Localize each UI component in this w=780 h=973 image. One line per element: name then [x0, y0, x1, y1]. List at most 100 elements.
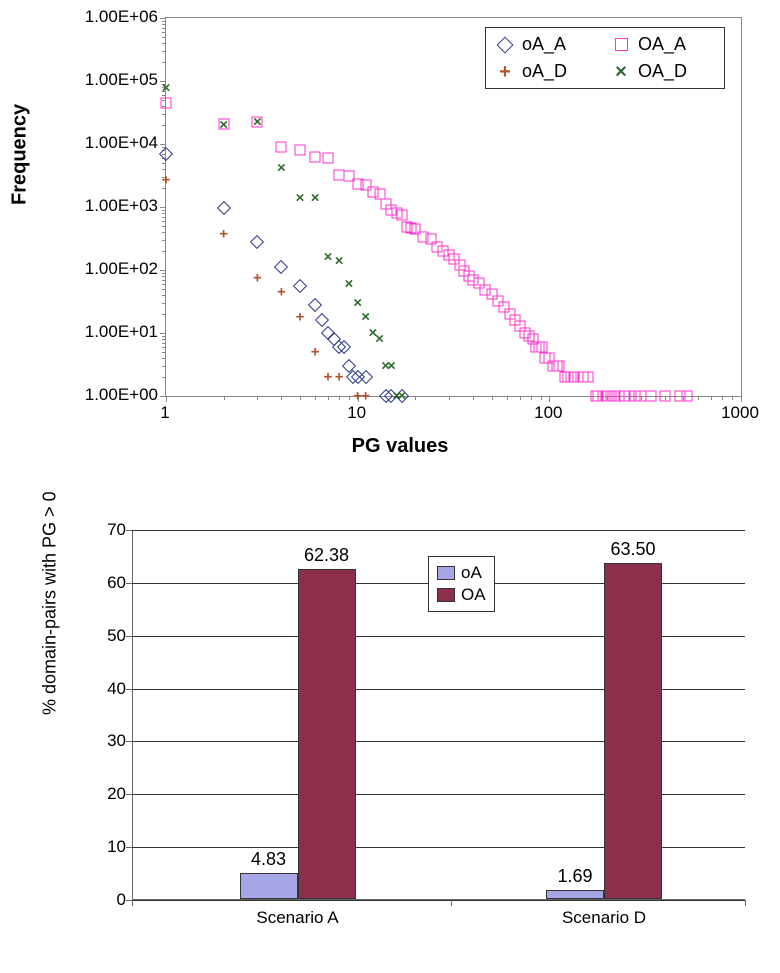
scatter-y-tick-label: 1.00E+01: [85, 322, 158, 342]
scatter-point: +: [311, 344, 320, 359]
legend-label: OA_A: [638, 34, 686, 55]
scatter-point: [548, 360, 559, 371]
scatter-point: [553, 360, 564, 371]
scatter-legend: oA_A OA_A + oA_D × OA_D: [485, 27, 725, 89]
scatter-point: [322, 152, 333, 163]
scatter-point: [310, 152, 321, 163]
scatter-point: [379, 389, 393, 403]
scatter-y-tick-label: 1.00E+06: [85, 7, 158, 27]
scatter-x-tick-label: 100: [534, 403, 562, 423]
scatter-point: [274, 260, 288, 274]
scatter-point: ×: [253, 115, 262, 130]
scatter-point: +: [219, 227, 228, 242]
scatter-point: [562, 372, 573, 383]
legend-label: OA_D: [638, 61, 687, 82]
bar-y-axis-line: [132, 530, 133, 900]
scatter-point: [444, 250, 455, 261]
bar-x-tick-label: Scenario D: [562, 908, 646, 928]
scatter-point: ×: [397, 389, 406, 404]
scatter-point: [646, 391, 657, 402]
scatter-point: ×: [335, 253, 344, 268]
scatter-point: [438, 246, 449, 257]
legend-label: oA: [461, 563, 482, 583]
scatter-point: [559, 372, 570, 383]
scatter-chart: Frequency ++++++++++××××××××××××××××× PG…: [40, 5, 760, 475]
scatter-point: [454, 260, 465, 271]
scatter-point: [479, 285, 490, 296]
scatter-point: [449, 253, 460, 264]
scatter-point: [410, 224, 421, 235]
scatter-point: [540, 353, 551, 364]
scatter-point: [459, 266, 470, 277]
scatter-point: [396, 209, 407, 220]
scatter-point: [294, 145, 305, 156]
scatter-point: [593, 391, 604, 402]
scatter-y-axis-title: Frequency: [9, 104, 32, 205]
legend-entry: + oA_D: [494, 61, 600, 82]
scatter-point: [569, 372, 580, 383]
bar-y-tick-label: 0: [117, 890, 126, 910]
bar: [240, 873, 298, 899]
scatter-point: ×: [277, 160, 286, 175]
scatter-point: [523, 330, 534, 341]
scatter-point: [337, 340, 351, 354]
scatter-point: [418, 231, 429, 242]
scatter-point: [463, 271, 474, 282]
scatter-point: [276, 141, 287, 152]
scatter-point: [321, 326, 335, 340]
scatter-point: ×: [387, 358, 396, 373]
scatter-point: [293, 279, 307, 293]
scatter-point: [504, 309, 515, 320]
scatter-point: [509, 315, 520, 326]
bar: [604, 563, 662, 899]
scatter-point: [332, 340, 346, 354]
scatter-point: [367, 187, 378, 198]
scatter-point: ×: [219, 118, 228, 133]
scatter-point: [544, 353, 555, 364]
scatter-x-tick-label: 1: [160, 403, 169, 423]
scatter-y-tick-label: 1.00E+05: [85, 70, 158, 90]
scatter-point: [250, 235, 264, 249]
bar-value-label: 1.69: [557, 866, 592, 887]
scatter-point: +: [296, 309, 305, 324]
scatter-point: +: [277, 284, 286, 299]
bar-y-tick-label: 60: [107, 573, 126, 593]
legend-marker-icon: [610, 36, 632, 54]
bar-value-label: 4.83: [251, 849, 286, 870]
scatter-x-axis-title: PG values: [40, 435, 760, 458]
scatter-y-tick-label: 1.00E+02: [85, 259, 158, 279]
scatter-point: [334, 170, 345, 181]
legend-marker-icon: ×: [610, 63, 632, 81]
bar-y-tick-label: 30: [107, 731, 126, 751]
bar-chart: % domain-pairs with PG > 0 4.8362.381.69…: [40, 510, 760, 965]
scatter-point: [346, 370, 360, 384]
scatter-point: [342, 359, 356, 373]
scatter-point: [618, 391, 629, 402]
scatter-point: [395, 389, 409, 403]
scatter-x-tick-label: 10: [347, 403, 366, 423]
scatter-point: [391, 208, 402, 219]
scatter-point: [474, 278, 485, 289]
bar: [546, 890, 604, 899]
scatter-point: [315, 313, 329, 327]
scatter-point: ×: [392, 389, 401, 404]
scatter-point: +: [324, 370, 333, 385]
scatter-point: [401, 222, 412, 233]
scatter-point: [384, 389, 398, 403]
bar-x-tick-label: Scenario A: [256, 908, 338, 928]
scatter-point: [386, 204, 397, 215]
scatter-point: [468, 274, 479, 285]
bar-y-tick-label: 10: [107, 837, 126, 857]
bar-y-axis-title: % domain-pairs with PG > 0: [40, 491, 61, 715]
scatter-point: [343, 171, 354, 182]
scatter-point: [613, 391, 624, 402]
scatter-point: ×: [375, 332, 384, 347]
scatter-point: [552, 360, 563, 371]
legend-swatch-icon: [437, 588, 455, 602]
scatter-y-tick-label: 1.00E+04: [85, 133, 158, 153]
bar-y-tick-label: 20: [107, 784, 126, 804]
scatter-point: [590, 391, 601, 402]
legend-label: oA_A: [522, 34, 566, 55]
scatter-point: [380, 199, 391, 210]
scatter-point: ×: [361, 309, 370, 324]
